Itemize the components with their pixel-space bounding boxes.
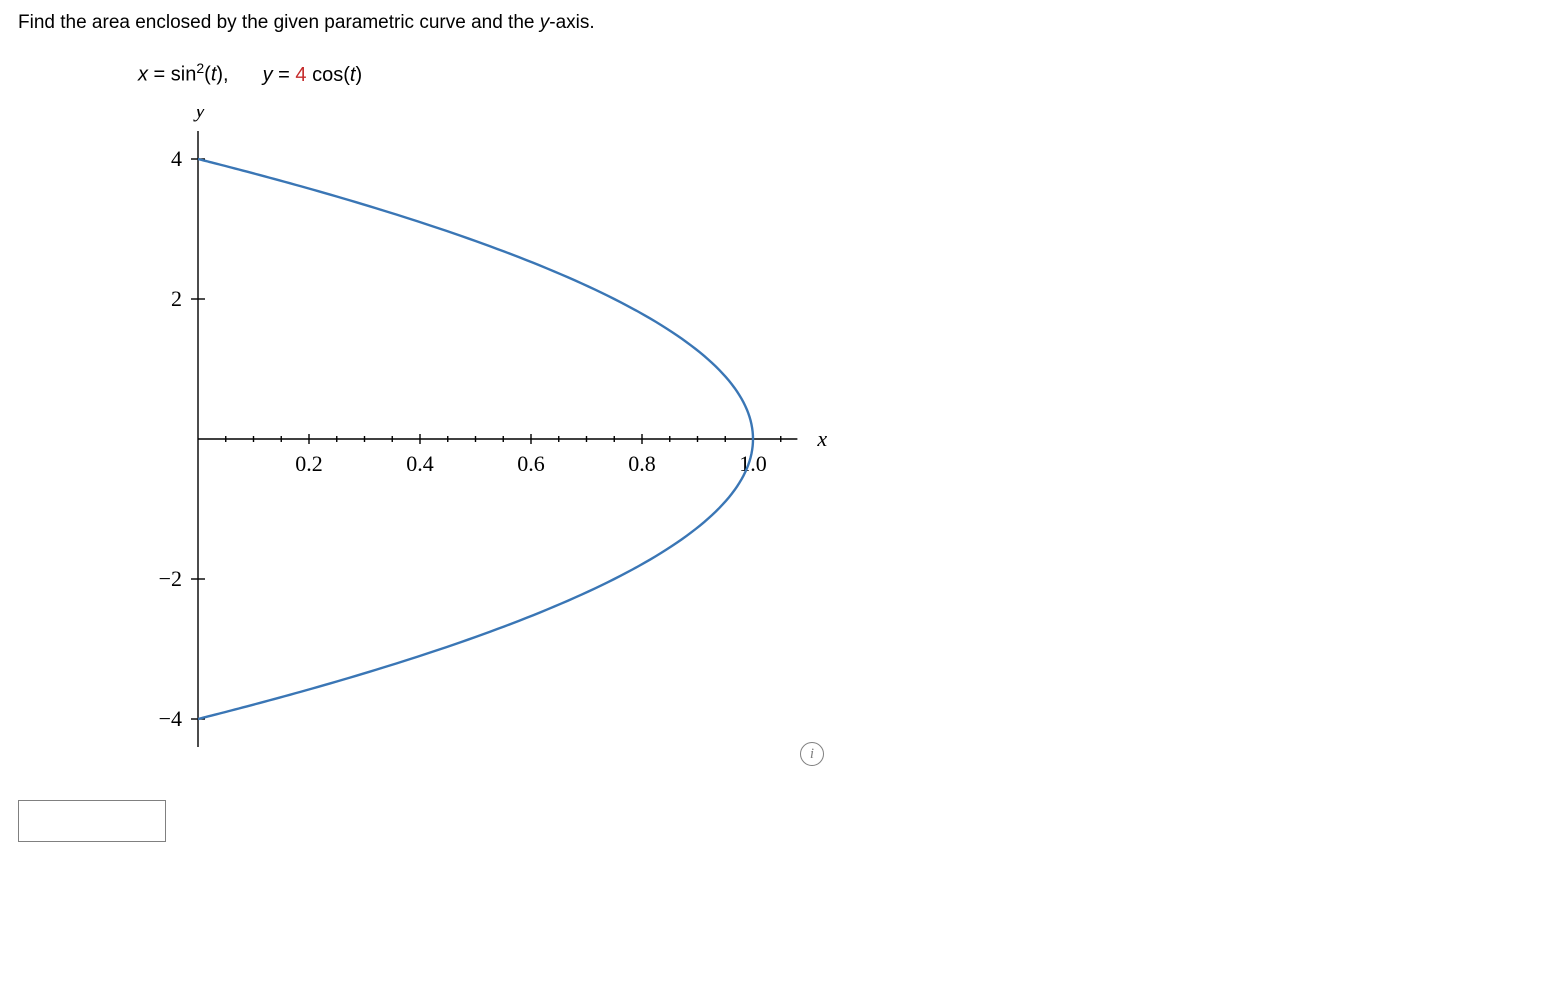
svg-text:0.4: 0.4 bbox=[406, 451, 434, 476]
x-arg: (t), bbox=[204, 64, 228, 86]
answer-input[interactable] bbox=[18, 800, 166, 842]
svg-text:2: 2 bbox=[171, 286, 182, 311]
parametric-equations: x = sin2(t), y = 4 cos(t) bbox=[138, 60, 1544, 87]
equation-y: y = 4 cos(t) bbox=[263, 64, 363, 87]
x-eq-part: = sin bbox=[148, 64, 196, 86]
question-prefix: Find the area enclosed by the given para… bbox=[18, 12, 540, 33]
svg-text:0.8: 0.8 bbox=[628, 451, 656, 476]
svg-text:−4: −4 bbox=[159, 706, 182, 731]
question-axis: y bbox=[540, 12, 550, 33]
info-icon-label: i bbox=[810, 746, 814, 762]
svg-text:4: 4 bbox=[171, 146, 182, 171]
svg-text:y: y bbox=[193, 109, 205, 122]
page-root: Find the area enclosed by the given para… bbox=[0, 0, 1562, 1000]
question-text: Find the area enclosed by the given para… bbox=[18, 12, 1544, 34]
x-exponent: 2 bbox=[196, 60, 204, 76]
chart-svg: 0.2 0.4 0.6 0.8 1.0 −4 −2 2 4 y x bbox=[98, 109, 838, 769]
question-suffix: -axis. bbox=[549, 12, 594, 33]
svg-text:−2: −2 bbox=[159, 566, 182, 591]
answer-box bbox=[18, 800, 166, 842]
y-tail: cos(t) bbox=[307, 64, 363, 86]
equation-x: x = sin2(t), bbox=[138, 60, 229, 87]
parametric-chart: 0.2 0.4 0.6 0.8 1.0 −4 −2 2 4 y x bbox=[98, 109, 838, 769]
svg-text:1.0: 1.0 bbox=[739, 451, 767, 476]
info-icon[interactable]: i bbox=[800, 742, 824, 766]
svg-text:x: x bbox=[816, 426, 827, 451]
x-var: x bbox=[138, 64, 148, 86]
svg-text:0.6: 0.6 bbox=[517, 451, 545, 476]
y-eq-part: = bbox=[273, 64, 296, 86]
svg-text:0.2: 0.2 bbox=[295, 451, 323, 476]
y-var: y bbox=[263, 64, 273, 86]
y-coefficient: 4 bbox=[295, 64, 306, 86]
